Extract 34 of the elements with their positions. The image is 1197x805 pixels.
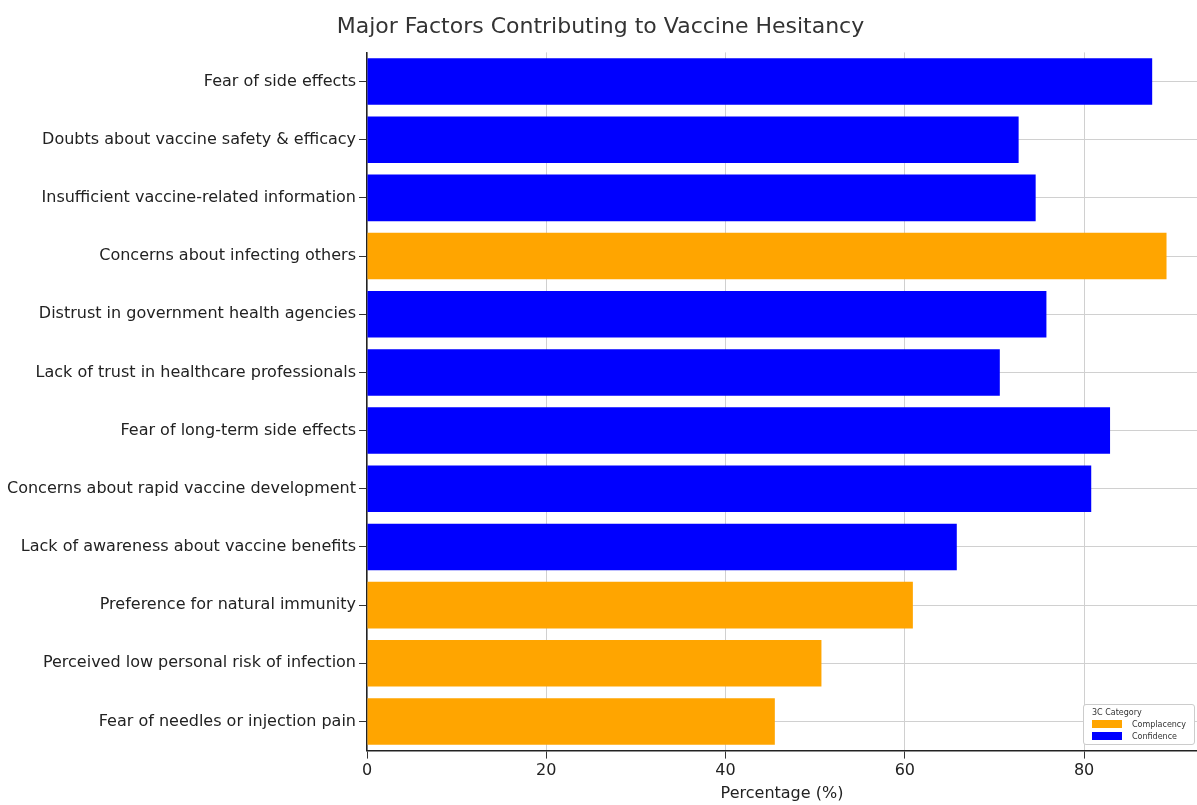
bar <box>367 640 822 687</box>
x-tick-label: 40 <box>715 760 736 780</box>
x-tick-label: 60 <box>894 760 915 780</box>
bar <box>367 407 1111 454</box>
x-tick-label: 0 <box>361 760 373 780</box>
y-tick-label: Insufficient vaccine-related information <box>41 187 357 207</box>
y-tick-label: Perceived low personal risk of infection <box>42 652 357 672</box>
legend-title: 3C Category <box>1092 707 1143 717</box>
bar <box>367 349 1000 396</box>
bar <box>367 465 1092 513</box>
bar <box>367 698 775 745</box>
y-tick-label: Doubts about vaccine safety & efficacy <box>42 128 357 148</box>
x-tick-label: 20 <box>536 760 557 780</box>
bar <box>367 523 957 571</box>
y-tick-label: Lack of awareness about vaccine benefits <box>20 536 357 556</box>
y-tick-label: Preference for natural immunity <box>99 594 357 614</box>
y-tick-label: Concerns about rapid vaccine development <box>6 477 357 497</box>
bar <box>367 290 1047 338</box>
bar <box>367 174 1036 222</box>
bar <box>367 581 913 629</box>
x-axis-title: Percentage (%) <box>720 782 844 802</box>
bar <box>367 116 1019 163</box>
legend-label: Complacency <box>1132 719 1186 729</box>
legend-label: Confidence <box>1132 731 1177 741</box>
bar <box>367 58 1153 105</box>
y-tick-label: Lack of trust in healthcare professionals <box>35 361 357 381</box>
y-tick-label: Fear of long-term side effects <box>120 419 357 439</box>
chart-title: Major Factors Contributing to Vaccine Hesitancy <box>336 12 865 38</box>
x-tick-label: 80 <box>1073 760 1095 780</box>
y-tick-label: Distrust in government health agencies <box>38 303 357 323</box>
y-tick-label: Fear of needles or injection pain <box>98 710 357 730</box>
y-tick-label: Concerns about infecting others <box>99 245 357 265</box>
y-tick-label: Fear of side effects <box>203 70 357 90</box>
bar <box>367 232 1167 280</box>
